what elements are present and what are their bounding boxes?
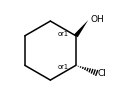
Text: Cl: Cl bbox=[98, 69, 107, 78]
Text: OH: OH bbox=[90, 15, 104, 24]
Text: or1: or1 bbox=[58, 31, 69, 37]
Text: or1: or1 bbox=[58, 64, 69, 70]
Polygon shape bbox=[74, 20, 88, 37]
